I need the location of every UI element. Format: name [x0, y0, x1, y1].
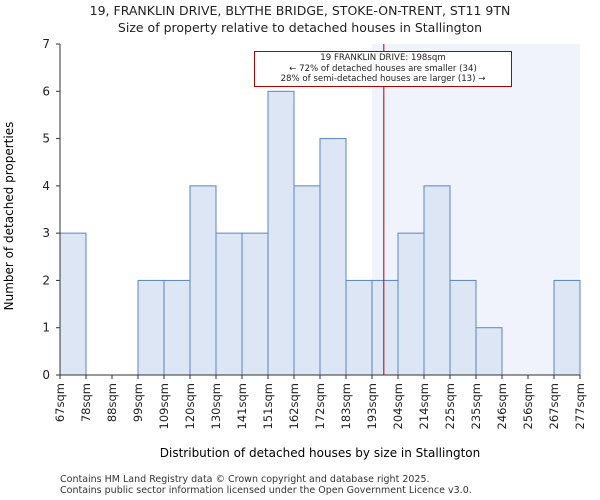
x-tick-label-109sqm: 109sqm	[157, 383, 171, 429]
bar-183sqm	[345, 279, 373, 376]
chart-title: 19, FRANKLIN DRIVE, BLYTHE BRIDGE, STOKE…	[89, 3, 511, 18]
x-tick-label-246sqm: 246sqm	[495, 383, 509, 429]
x-tick-label-67sqm: 67sqm	[53, 383, 67, 422]
x-tick-label-235sqm: 235sqm	[469, 383, 483, 429]
footer-line-2: Contains public sector information licen…	[60, 485, 472, 496]
annotation-line-2: ← 72% of detached houses are smaller (34…	[289, 63, 477, 74]
bar-99sqm	[137, 279, 165, 376]
x-tick-label-88sqm: 88sqm	[105, 383, 119, 422]
y-tick-label: 5	[42, 132, 50, 146]
x-tick-label-78sqm: 78sqm	[79, 383, 93, 422]
chart-subtitle: Size of property relative to detached ho…	[117, 20, 483, 35]
x-tick-label-130sqm: 130sqm	[209, 383, 223, 429]
y-tick-label: 2	[42, 273, 50, 287]
x-tick-label-120sqm: 120sqm	[183, 383, 197, 429]
x-tick-label-172sqm: 172sqm	[313, 383, 327, 429]
bar-162sqm	[293, 185, 321, 376]
bar-225sqm	[449, 279, 477, 376]
x-tick-label-193sqm: 193sqm	[365, 383, 379, 429]
x-tick-label-225sqm: 225sqm	[443, 383, 457, 429]
x-tick-label-267sqm: 267sqm	[547, 383, 561, 429]
marker-annotation: 19 FRANKLIN DRIVE: 198sqm ← 72% of detac…	[254, 51, 512, 87]
bar-141sqm	[241, 232, 269, 376]
bar-151sqm	[267, 90, 295, 376]
x-axis-label: Distribution of detached houses by size …	[160, 446, 480, 460]
bar-172sqm	[319, 138, 347, 376]
x-tick-label-277sqm: 277sqm	[573, 383, 587, 429]
annotation-line-3: 28% of semi-detached houses are larger (…	[280, 74, 486, 84]
bar-67sqm	[59, 232, 87, 376]
bar-214sqm	[423, 185, 451, 376]
x-tick-label-183sqm: 183sqm	[339, 383, 353, 429]
x-tick-label-256sqm: 256sqm	[521, 383, 535, 429]
bar-204sqm	[397, 232, 425, 376]
x-tick-label-151sqm: 151sqm	[261, 383, 275, 429]
bar-120sqm	[189, 185, 217, 376]
y-tick-label: 0	[42, 368, 50, 382]
x-tick-label-204sqm: 204sqm	[391, 383, 405, 429]
bar-130sqm	[215, 232, 243, 376]
y-tick-label: 3	[42, 226, 50, 240]
y-tick-label: 1	[42, 321, 50, 335]
x-tick-label-141sqm: 141sqm	[235, 383, 249, 429]
bar-235sqm	[475, 327, 503, 376]
y-tick-label: 6	[42, 84, 50, 98]
bar-193sqm	[371, 279, 399, 376]
annotation-line-1: 19 FRANKLIN DRIVE: 198sqm	[320, 53, 446, 63]
bar-109sqm	[163, 279, 191, 376]
x-tick-label-162sqm: 162sqm	[287, 383, 301, 429]
y-tick-label: 7	[42, 37, 50, 51]
x-tick-label-214sqm: 214sqm	[417, 383, 431, 429]
bar-267sqm	[553, 279, 581, 376]
footer-line-1: Contains HM Land Registry data © Crown c…	[60, 474, 430, 485]
y-axis-label: Number of detached properties	[2, 122, 16, 311]
x-tick-label-99sqm: 99sqm	[131, 383, 145, 422]
y-tick-label: 4	[42, 179, 50, 193]
